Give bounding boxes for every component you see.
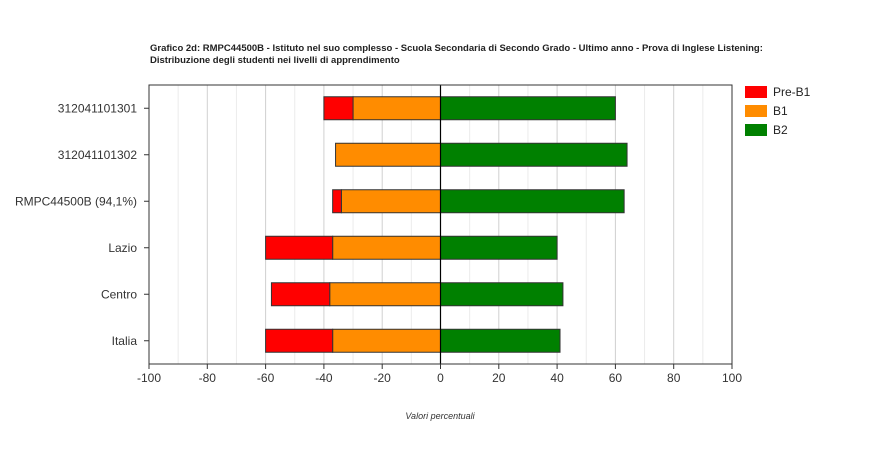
x-tick-label: 40 [550, 371, 564, 385]
bar-b2 [440, 282, 564, 307]
category-label: Centro [101, 287, 137, 301]
category-label: Lazio [108, 241, 137, 255]
category-label: 312041101301 [58, 101, 138, 115]
legend-label: B2 [773, 123, 788, 137]
x-tick-label: 60 [609, 371, 623, 385]
bar-b2 [440, 142, 628, 167]
chart-title-line-1: Grafico 2d: RMPC44500B - Istituto nel su… [150, 43, 763, 54]
legend-swatch [745, 86, 767, 98]
bar-b1 [335, 142, 441, 167]
legend-swatch [745, 124, 767, 136]
bar-b2 [440, 96, 616, 121]
x-tick-label: 0 [437, 371, 444, 385]
legend-label: Pre-B1 [773, 85, 811, 99]
x-tick-label: 20 [492, 371, 506, 385]
legend-swatch [745, 105, 767, 117]
bar-b1 [352, 96, 441, 121]
x-tick-label: 100 [722, 371, 742, 385]
bar-b2 [440, 328, 561, 353]
x-tick-label: -100 [137, 371, 161, 385]
category-label: Italia [112, 334, 138, 348]
bar-b1 [332, 328, 441, 353]
chart-title-line-2: Distribuzione degli studenti nei livelli… [150, 55, 400, 66]
bar-b1 [332, 235, 441, 260]
category-label: 312041101302 [58, 148, 138, 162]
x-tick-label: -40 [315, 371, 333, 385]
bar-pre-b1 [270, 282, 331, 307]
bar-pre-b1 [265, 328, 334, 353]
x-tick-label: -20 [374, 371, 392, 385]
bar-b2 [440, 235, 558, 260]
bar-b1 [329, 282, 442, 307]
chart-title: Grafico 2d: RMPC44500B - Istituto nel su… [150, 43, 763, 67]
x-tick-label: -80 [199, 371, 217, 385]
bar-pre-b1 [332, 189, 342, 214]
axes: 312041101301 312041101302 RMPC44500B (94,1… [15, 84, 742, 385]
x-axis-title: Valori percentuali [405, 411, 475, 421]
x-tick-label: -60 [257, 371, 275, 385]
bar-b1 [340, 189, 442, 214]
bar-pre-b1 [323, 96, 354, 121]
legend-label: B1 [773, 104, 788, 118]
category-label: RMPC44500B (94,1%) [15, 194, 137, 208]
bar-pre-b1 [265, 235, 334, 260]
legend: Pre-B1 B1 B2 [745, 85, 811, 137]
bar-b2 [440, 189, 625, 214]
bars [265, 96, 628, 353]
x-tick-label: 80 [667, 371, 681, 385]
